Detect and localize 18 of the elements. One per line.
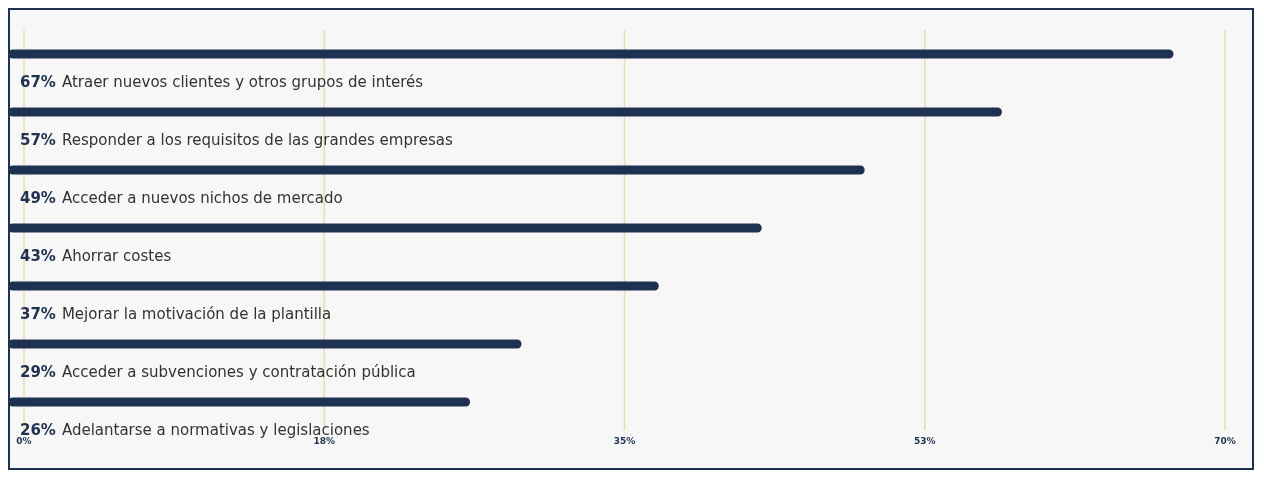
x-tick-label: 53% [913,436,936,446]
y-tick-label: Atraer nuevos clientes y otros grupos de interés [61,73,424,91]
y-tick-label: Mejorar la motivación de la plantilla [61,305,332,323]
x-tick-label: 18% [313,436,336,446]
x-tick-label: 0% [16,436,32,446]
x-tick-label: 70% [1214,436,1236,446]
data-label: 49% [20,189,56,207]
x-tick-label: 35% [613,436,636,446]
y-tick-label: Acceder a subvenciones y contratación pública [61,363,416,381]
data-label: 29% [20,363,56,381]
data-label: 67% [20,73,56,91]
data-label: 43% [20,247,56,265]
y-tick-label: Acceder a nuevos nichos de mercado [61,189,343,207]
data-label: 57% [20,131,56,149]
y-tick-label: Responder a los requisitos de las grandes empresas [61,131,453,149]
y-tick-label: Adelantarse a normativas y legislaciones [61,421,370,439]
y-tick-label: Ahorrar costes [61,247,172,265]
data-label: 37% [20,305,56,323]
